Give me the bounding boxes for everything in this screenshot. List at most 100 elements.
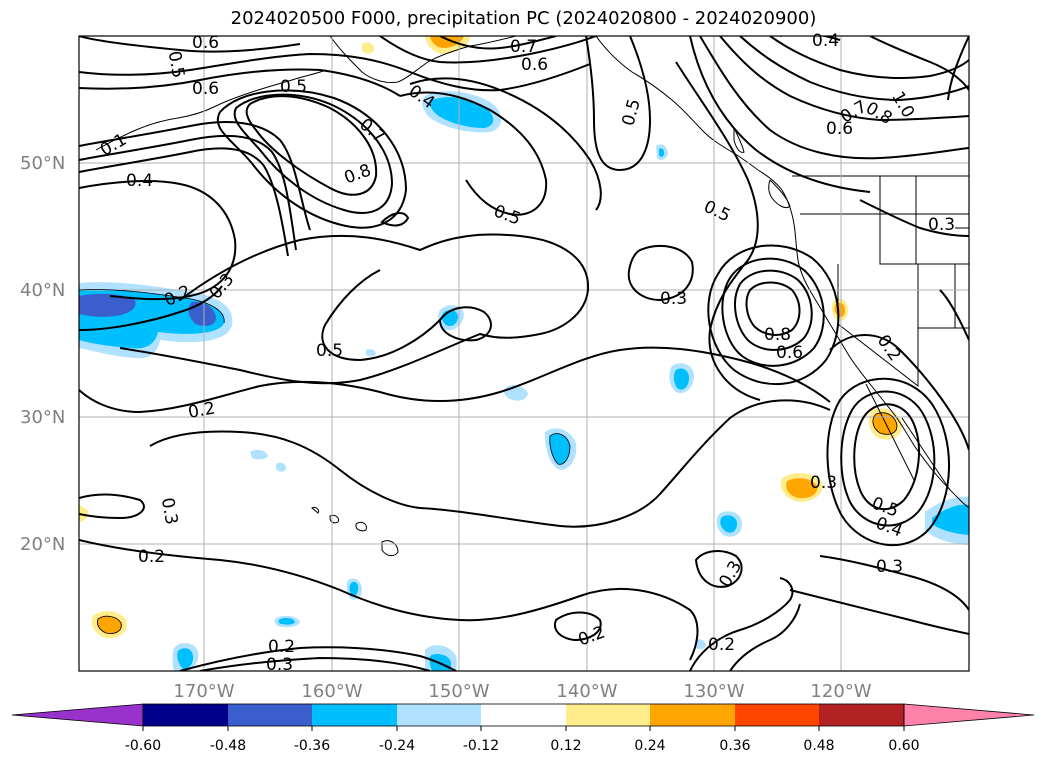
contour-label: 0.5: [491, 201, 523, 229]
lat-label-50n: 50°N: [20, 153, 65, 174]
lon-label-140w: 140°W: [556, 681, 617, 702]
colorbar-tick-label: 0.48: [803, 738, 834, 754]
contour-baja-0.3: [826, 377, 950, 546]
lat-label-30n: 30°N: [20, 407, 65, 428]
colorbar-tick-label: 0.36: [719, 738, 750, 754]
contour-baja-0.2: [829, 334, 969, 451]
contour-ca-low-2: [734, 269, 813, 351]
contour-baja-0.5: [853, 403, 920, 510]
lat-label-20n: 20°N: [20, 534, 65, 555]
contour-bottom-0.3: [179, 646, 457, 671]
contour-nw-0.4: [79, 180, 237, 301]
shade-mexico-coast-core: [932, 504, 969, 535]
shade-mid-1-core: [549, 433, 570, 465]
contour-nw-0.5: [79, 52, 591, 92]
colorbar-tick-label: -0.48: [210, 738, 246, 754]
colorbar-segment: [228, 704, 312, 726]
colorbar: -0.60 -0.48 -0.36 -0.24 -0.12 0.12 0.24 …: [11, 703, 1035, 754]
contour-label: 0.6: [521, 55, 548, 75]
colorbar-segment: [312, 704, 397, 726]
contour-label: 0.3: [876, 557, 903, 577]
contour-baja-0.4: [840, 390, 936, 527]
lon-label-120w: 120°W: [810, 681, 871, 702]
colorbar-outline: [142, 703, 905, 727]
correlation-contours: [79, 36, 969, 671]
contour-center-small-0.3: [627, 245, 694, 302]
contour-bottom-0.2b: [79, 539, 699, 661]
outline-mid-1: [549, 433, 571, 465]
colorbar-tick-label: -0.24: [379, 738, 415, 754]
contour-ne-0.4: [780, 36, 841, 41]
shade-small-6: [366, 349, 376, 357]
contour-center-0.2: [79, 346, 831, 414]
colorbar-extend-max: [903, 703, 1035, 727]
contour-label: 0.3: [715, 557, 746, 590]
contour-pnw-0.4: [689, 36, 871, 193]
coast-hawaii-big: [381, 540, 399, 557]
border-state-id: [879, 176, 917, 264]
contour-ne-0.6: [947, 36, 969, 101]
shade-west-edge-deep2: [188, 301, 216, 326]
contour-gulf-0.5: [399, 91, 548, 216]
shade-top-orange-core: [430, 36, 464, 48]
shade-small-3: [250, 449, 268, 460]
shade-top-yellow-small: [362, 42, 375, 54]
lon-label-170w: 170°W: [173, 681, 234, 702]
colorbar-tick-label: -0.36: [294, 738, 330, 754]
contour-bering-loop: [245, 95, 378, 196]
contour-pnw-0.5: [699, 36, 969, 160]
coast-baja: [865, 383, 915, 481]
contour-label: 0.3: [660, 289, 687, 309]
map-frame: [78, 35, 970, 672]
lon-label-150w: 150°W: [428, 681, 489, 702]
contour-label: 0.5: [700, 197, 733, 227]
contour-label: 0.6: [776, 343, 803, 363]
outline-bottom-left: [97, 615, 122, 634]
contour-se-0.2: [689, 577, 794, 671]
colorbar-segment: [566, 704, 650, 726]
shade-bottom-left-blue-core: [177, 648, 194, 670]
contour-bottom-0.2c: [199, 656, 431, 671]
contour-small-1: [380, 212, 410, 227]
contour-nw-0.7: [79, 121, 311, 231]
contour-label: 0.6: [192, 79, 219, 99]
colorbar-segment: [481, 704, 566, 726]
contour-pnw-0.6: [719, 36, 969, 122]
contour-label: 0.2: [268, 637, 295, 657]
coast-alaska-panhandle: [595, 36, 759, 171]
coast-hawaii-kauai: [311, 507, 319, 514]
colorbar-tick-label: -0.60: [125, 738, 161, 754]
coast-hawaii-oahu: [329, 515, 339, 524]
contour-nw-0.6: [79, 36, 301, 53]
contour-top-0.7: [439, 36, 557, 50]
contour-bottom-0.2a: [79, 493, 145, 520]
contour-label: 0.2: [708, 635, 735, 655]
contour-pnw-0.7: [739, 36, 969, 102]
contour-nw-0.9: [79, 147, 289, 257]
contour-ca-low-inner: [745, 281, 801, 336]
colorbar-tick-label: 0.24: [634, 738, 665, 754]
contour-label: 0.5: [164, 50, 188, 80]
contour-label: 0.2: [576, 622, 608, 650]
contour-pnw-0.3: [859, 199, 969, 237]
contour-gulf-0.4: [409, 77, 602, 211]
contour-ca-low-4: [707, 244, 840, 386]
contour-pnw-1.0: [869, 36, 969, 91]
coast-bc-coast: [757, 169, 831, 325]
contour-se-0.2b: [729, 603, 801, 671]
contour-small-2: [438, 306, 492, 342]
contour-label: 0.8: [764, 325, 791, 345]
figure-title: 2024020500 F000, precipitation PC (20240…: [230, 8, 817, 29]
contour-pnw-0.8: [769, 36, 969, 79]
contour-label: 0.6: [826, 119, 853, 139]
shade-small-2-core: [278, 618, 295, 625]
contour-mid-0.5: [585, 36, 652, 172]
contour-label: 0.2: [187, 399, 217, 423]
shade-baja-core: [872, 412, 897, 435]
shade-small-7: [695, 639, 706, 650]
coast-haida-gwaii: [733, 127, 745, 153]
contour-label: 0.3: [810, 473, 837, 493]
contour-label: 0.3: [928, 215, 955, 235]
contour-center-0.5: [321, 269, 441, 362]
